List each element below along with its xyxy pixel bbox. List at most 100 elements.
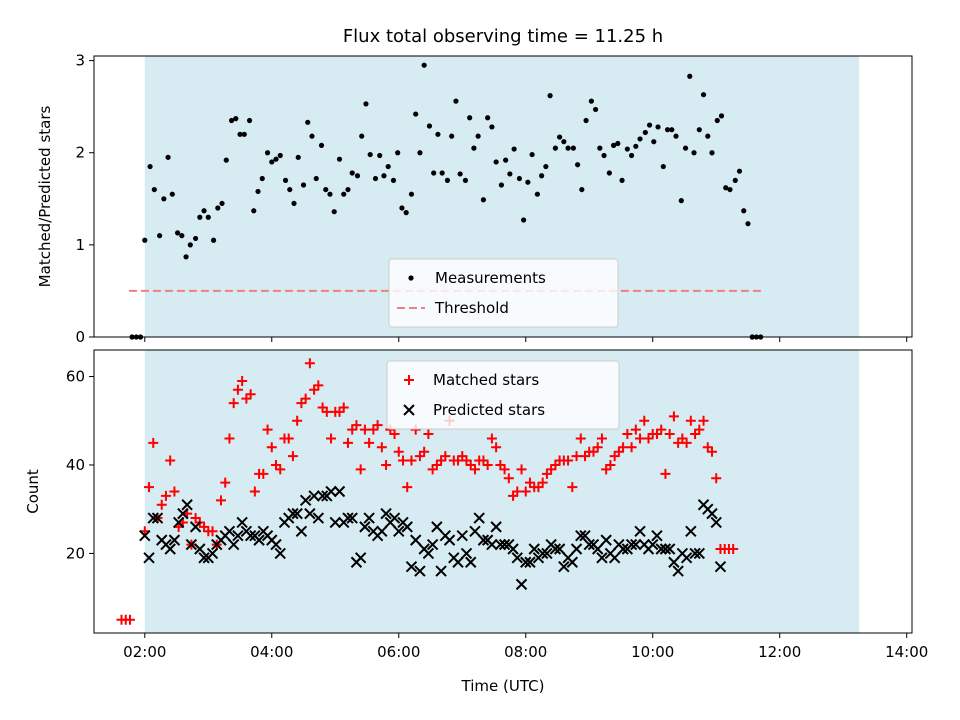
predicted-stars-point xyxy=(473,512,485,524)
measurement-point xyxy=(305,119,311,125)
x-axis-label: Time (UTC) xyxy=(461,677,545,695)
x-tick-label: 08:00 xyxy=(504,643,547,661)
measurement-point xyxy=(327,191,333,197)
predicted-stars-point xyxy=(515,578,528,591)
matched-stars-point xyxy=(220,477,231,488)
matched-stars-point xyxy=(232,384,243,395)
predicted-stars-point xyxy=(566,556,579,568)
matched-stars-point xyxy=(160,490,171,501)
predicted-stars-point xyxy=(570,543,583,555)
measurement-point xyxy=(575,162,581,168)
measurement-point xyxy=(700,92,707,98)
legend-label: Measurements xyxy=(435,269,546,287)
matched-stars-point xyxy=(668,411,679,422)
measurement-point xyxy=(323,186,329,193)
measurement-point xyxy=(736,168,743,174)
y-axis-label: Matched/Predicted stars xyxy=(36,106,54,288)
chart-title: Flux total observing time = 11.25 h xyxy=(343,26,663,47)
matched-stars-point xyxy=(491,442,502,453)
measurement-point xyxy=(223,157,229,163)
measurement-point xyxy=(381,173,387,179)
matched-stars-point xyxy=(249,486,260,497)
measurement-point xyxy=(282,177,289,183)
measurement-point xyxy=(615,140,621,147)
measurement-point xyxy=(341,191,347,197)
measurement-point xyxy=(287,186,293,193)
predicted-stars-point xyxy=(316,490,329,502)
measurement-point xyxy=(619,177,625,183)
measurement-point xyxy=(579,186,585,193)
measurement-point xyxy=(179,233,185,239)
measurement-point xyxy=(493,159,499,165)
matched-stars-point xyxy=(376,442,387,453)
matched-stars-point xyxy=(486,433,497,444)
predicted-stars-point xyxy=(380,507,392,520)
predicted-stars-point xyxy=(329,516,341,529)
matched-stars-point xyxy=(423,429,434,440)
predicted-stars-point xyxy=(151,512,164,524)
predicted-stars-point xyxy=(689,547,701,560)
predicted-stars-point xyxy=(409,534,422,546)
measurement-point xyxy=(251,208,257,214)
predicted-stars-point xyxy=(520,556,532,568)
measurement-point xyxy=(233,116,239,122)
matched-stars-point xyxy=(635,433,646,444)
measurement-point xyxy=(291,200,297,207)
predicted-stars-point xyxy=(460,547,473,560)
matched-stars-point xyxy=(300,393,311,404)
matched-stars-point xyxy=(364,437,375,448)
matched-stars-point xyxy=(605,459,616,470)
predicted-stars-point xyxy=(287,507,299,520)
matched-stars-point xyxy=(567,482,578,493)
measurement-point xyxy=(610,142,617,148)
measurement-point xyxy=(723,185,729,191)
measurement-point xyxy=(475,133,481,139)
measurement-point xyxy=(277,152,283,159)
predicted-stars-point xyxy=(672,565,684,577)
matched-stars-point xyxy=(144,482,155,493)
y-tick-label: 2 xyxy=(75,144,85,162)
measurement-point xyxy=(498,182,505,188)
measurement-point xyxy=(660,163,666,170)
measurement-point xyxy=(651,139,657,145)
matched-stars-point xyxy=(156,499,167,510)
matched-stars-point xyxy=(313,380,324,391)
measurement-point xyxy=(547,93,553,99)
measurement-point xyxy=(678,198,684,204)
measurement-point xyxy=(439,170,445,176)
measurement-point xyxy=(529,151,535,158)
measurement-point xyxy=(471,145,477,151)
measurement-point xyxy=(187,242,193,248)
predicted-stars-point xyxy=(223,525,236,538)
predicted-stars-point xyxy=(435,565,447,577)
predicted-stars-point xyxy=(206,547,219,560)
measurement-point xyxy=(197,214,203,220)
y-tick-label: 1 xyxy=(75,236,85,254)
measurement-point xyxy=(606,170,612,176)
matched-stars-point xyxy=(124,614,135,625)
predicted-stars-point xyxy=(312,512,325,524)
measurement-point xyxy=(534,191,540,197)
matched-stars-point xyxy=(592,442,603,453)
legend-predicted-swatch xyxy=(403,404,415,416)
measurement-point xyxy=(331,209,337,215)
legend-matched-swatch xyxy=(404,375,414,385)
measurement-point xyxy=(359,133,365,139)
predicted-stars-point xyxy=(592,543,604,555)
measurement-point xyxy=(403,210,409,216)
measurement-point xyxy=(664,127,671,133)
measurement-point xyxy=(727,186,733,193)
x-tick-label: 12:00 xyxy=(758,643,801,661)
predicted-stars-point xyxy=(634,525,646,538)
matched-stars-point xyxy=(639,415,650,426)
measurement-point xyxy=(718,113,725,119)
measurement-point xyxy=(449,133,455,139)
measurement-point xyxy=(269,159,275,165)
predicted-stars-point xyxy=(659,543,672,555)
measurement-point xyxy=(705,133,711,139)
measurement-point xyxy=(421,62,427,68)
predicted-stars-point xyxy=(553,543,566,555)
predicted-stars-point xyxy=(575,530,587,542)
matched-stars-point xyxy=(706,446,717,457)
predicted-stars-point xyxy=(376,525,388,538)
